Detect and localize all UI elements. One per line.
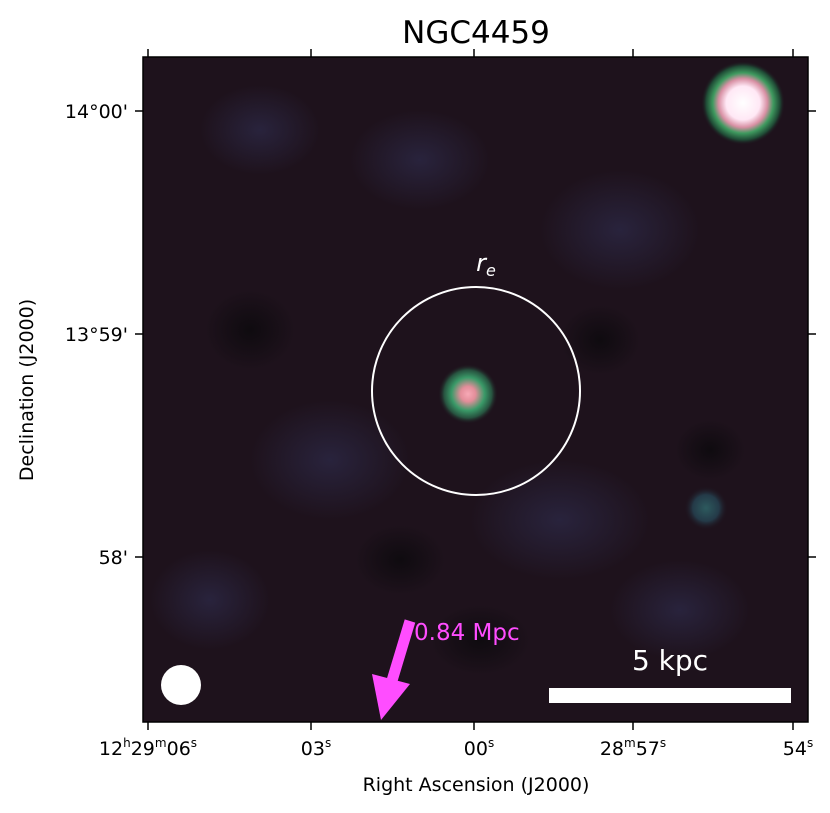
x-tick-label-2: 00s [464, 736, 494, 760]
x-axis-ticks [147, 49, 794, 730]
central-source [438, 364, 498, 424]
plot-frame [142, 56, 809, 723]
y-axis-label: Declination (J2000) [16, 299, 38, 481]
beam-marker [161, 665, 201, 705]
x-tick-label-3: 28m57s [600, 736, 666, 760]
x-tick-label-4: 54s [783, 736, 813, 760]
corner-source [701, 61, 785, 145]
x-axis-label: Right Ascension (J2000) [363, 774, 590, 796]
arrow-label: 0.84 Mpc [414, 620, 520, 646]
scale-bar-label: 5 kpc [632, 644, 708, 677]
y-tick-label-0: 14°00' [65, 101, 128, 123]
y-axis-ticks [135, 110, 816, 558]
y-tick-label-2: 58' [99, 547, 128, 569]
scale-bar [549, 688, 791, 703]
x-tick-label-1: 03s [301, 736, 331, 760]
faint-source [684, 486, 728, 530]
direction-arrow [372, 619, 416, 720]
sky-image [143, 57, 808, 722]
aperture-label: re [476, 249, 496, 280]
x-tick-label-0: 12h29m06s [99, 736, 197, 760]
plot-title: NGC4459 [402, 15, 550, 51]
y-tick-label-1: 13°59' [65, 324, 128, 346]
effective-radius-aperture [371, 286, 581, 496]
